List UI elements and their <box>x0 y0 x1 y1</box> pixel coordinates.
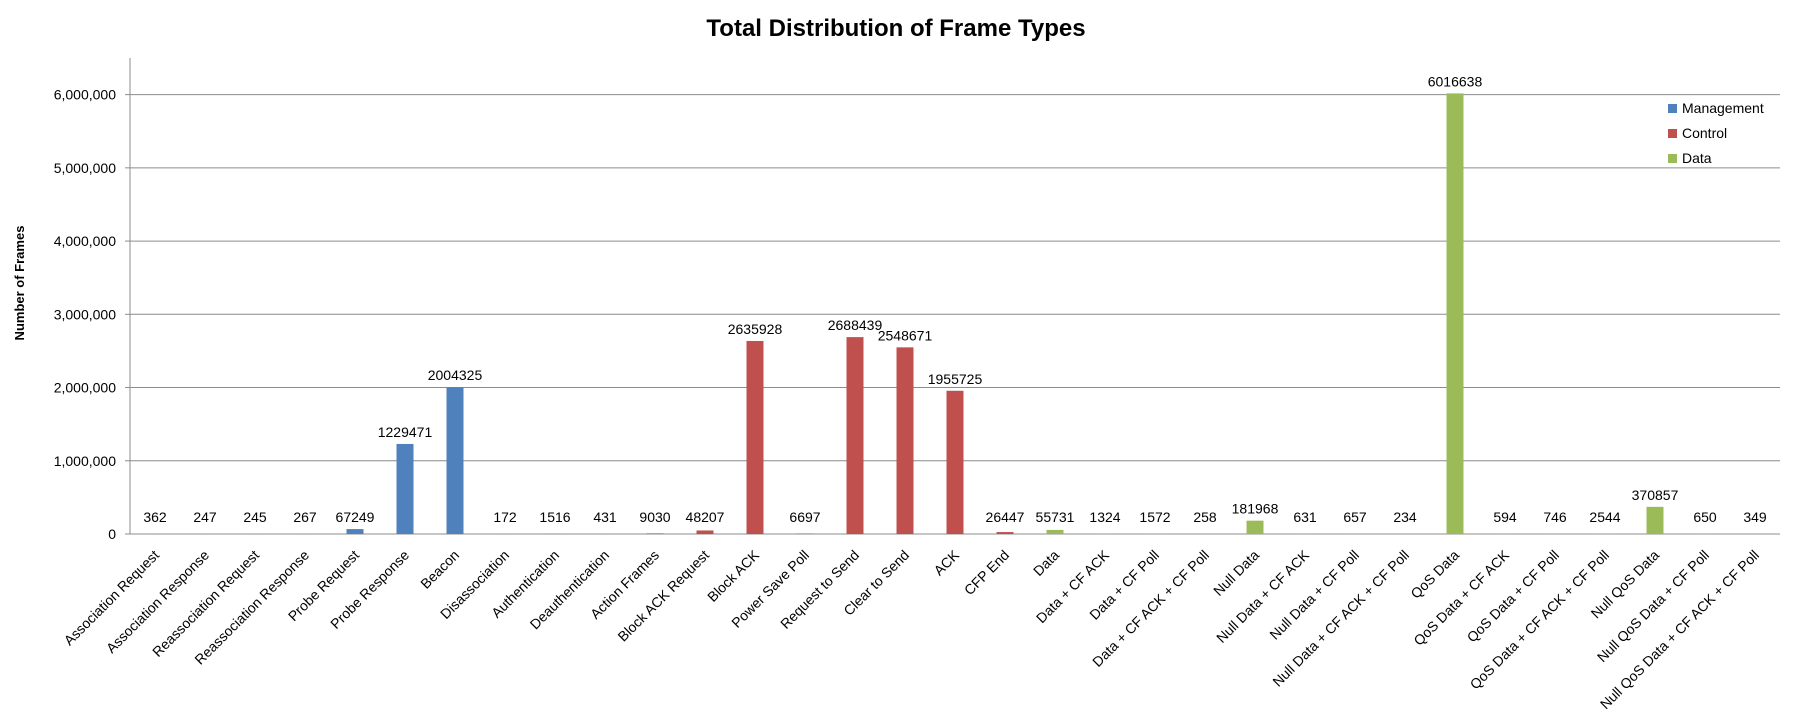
y-axis-ticks: 0 1,000,000 2,000,000 3,000,000 4,000,000 5,0… <box>54 87 130 542</box>
y-tick-label: 5,000,000 <box>54 160 116 176</box>
data-label: 657 <box>1343 509 1367 525</box>
x-tick-label: Null Data + CF Poll <box>1266 547 1362 643</box>
data-label: 2548671 <box>878 327 933 343</box>
y-axis-label: Number of Frames <box>12 226 27 341</box>
data-label: 258 <box>1193 509 1217 525</box>
data-label: 6016638 <box>1428 73 1483 89</box>
data-label: 650 <box>1693 509 1717 525</box>
bar <box>697 530 714 534</box>
data-label: 267 <box>293 509 317 525</box>
data-label: 67249 <box>336 509 375 525</box>
bar <box>1647 507 1664 534</box>
bar <box>847 337 864 534</box>
bar <box>647 533 664 534</box>
y-tick-label: 4,000,000 <box>54 233 116 249</box>
legend-swatch <box>1668 104 1677 113</box>
data-label: 48207 <box>686 509 725 525</box>
data-label: 172 <box>493 509 517 525</box>
x-tick-label: Null Data + CF ACK <box>1213 546 1313 646</box>
bar <box>1447 93 1464 534</box>
legend-entry: Control <box>1682 125 1727 141</box>
data-label: 631 <box>1293 509 1317 525</box>
bar <box>947 391 964 534</box>
data-label: 746 <box>1543 509 1567 525</box>
legend-entry: Management <box>1682 100 1764 116</box>
data-label: 1572 <box>1139 509 1170 525</box>
data-label: 55731 <box>1036 509 1075 525</box>
bar <box>747 341 764 534</box>
data-label: 2544 <box>1589 509 1620 525</box>
data-label: 594 <box>1493 509 1517 525</box>
data-label: 2688439 <box>828 317 883 333</box>
x-tick-label: QoS Data + CF Poll <box>1464 547 1563 646</box>
legend-swatch <box>1668 129 1677 138</box>
y-tick-label: 0 <box>108 526 116 542</box>
chart-title: Total Distribution of Frame Types <box>706 15 1085 42</box>
legend-swatch <box>1668 154 1677 163</box>
x-tick-label: QoS Data + CF ACK <box>1410 546 1512 648</box>
data-label: 1324 <box>1089 509 1120 525</box>
bar <box>997 532 1014 534</box>
data-label: 1229471 <box>378 424 433 440</box>
data-label: 245 <box>243 509 267 525</box>
data-label: 370857 <box>1632 487 1679 503</box>
data-label: 6697 <box>789 509 820 525</box>
data-label: 9030 <box>639 509 670 525</box>
data-label: 247 <box>193 509 217 525</box>
data-label: 362 <box>143 509 167 525</box>
data-label: 181968 <box>1232 501 1279 517</box>
x-tick-label: ACK <box>930 546 962 578</box>
y-tick-label: 6,000,000 <box>54 87 116 103</box>
data-label: 234 <box>1393 509 1417 525</box>
x-tick-label: Beacon <box>417 547 462 592</box>
data-label: 2004325 <box>428 367 483 383</box>
legend: Management Control Data <box>1668 100 1764 166</box>
legend-entry: Data <box>1682 150 1712 166</box>
data-label: 1516 <box>539 509 570 525</box>
data-label: 26447 <box>986 509 1025 525</box>
data-label: 349 <box>1743 509 1767 525</box>
bar <box>347 529 364 534</box>
bars <box>147 93 1764 534</box>
bar <box>897 347 914 534</box>
bar <box>447 387 464 534</box>
x-tick-label: Block ACK Request <box>614 547 712 645</box>
data-label: 1955725 <box>928 371 983 387</box>
x-tick-label: Null Data <box>1210 547 1262 599</box>
bar <box>1047 530 1064 534</box>
bar <box>397 444 414 534</box>
x-tick-label: Association Request <box>61 547 163 649</box>
data-label: 2635928 <box>728 321 783 337</box>
x-tick-label: CFP End <box>961 547 1012 598</box>
data-label: 431 <box>593 509 617 525</box>
x-tick-label: Data <box>1030 547 1062 579</box>
y-tick-label: 3,000,000 <box>54 306 116 322</box>
bar <box>1247 521 1264 534</box>
y-tick-label: 2,000,000 <box>54 380 116 396</box>
y-tick-label: 1,000,000 <box>54 453 116 469</box>
